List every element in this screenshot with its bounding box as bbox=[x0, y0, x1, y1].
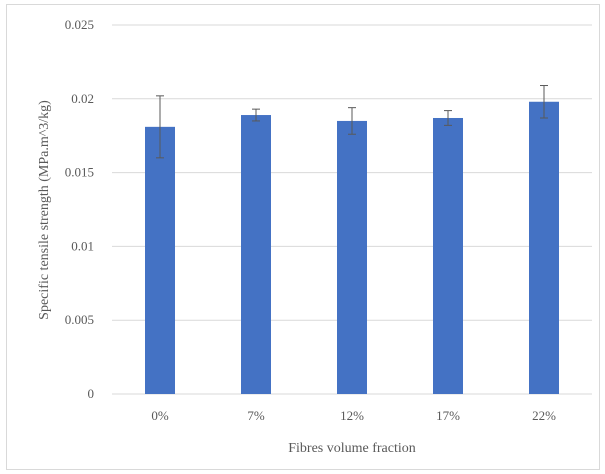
gridlines bbox=[112, 24, 592, 395]
x-axis-ticks: 0% 7% 12% 17% 22% bbox=[151, 408, 556, 423]
bar-12pct bbox=[337, 120, 367, 394]
x-tick-label: 12% bbox=[340, 408, 364, 423]
x-tick-label: 17% bbox=[436, 408, 460, 423]
x-tick-label: 0% bbox=[151, 408, 169, 423]
chart-frame bbox=[6, 4, 600, 470]
x-tick-label: 22% bbox=[532, 408, 556, 423]
x-tick-label: 7% bbox=[247, 408, 265, 423]
bars bbox=[145, 101, 559, 395]
y-axis-ticks: 0 0.005 0.01 0.015 0.02 0.025 bbox=[65, 17, 94, 401]
bar-7pct bbox=[241, 115, 271, 394]
bar-17pct bbox=[433, 117, 463, 394]
y-tick-label: 0.01 bbox=[71, 238, 94, 253]
x-axis-title: Fibres volume fraction bbox=[288, 441, 416, 456]
y-tick-label: 0.025 bbox=[65, 17, 94, 32]
y-axis-title: Specific tensile strength (MPa.m^3/kg) bbox=[37, 100, 52, 320]
y-tick-label: 0.02 bbox=[71, 91, 94, 106]
y-tick-label: 0 bbox=[88, 386, 95, 401]
y-tick-label: 0.005 bbox=[65, 312, 94, 327]
error-bars bbox=[156, 85, 548, 159]
bar-22pct bbox=[529, 101, 559, 394]
y-tick-label: 0.015 bbox=[65, 165, 94, 180]
bar-0pct bbox=[145, 126, 175, 395]
